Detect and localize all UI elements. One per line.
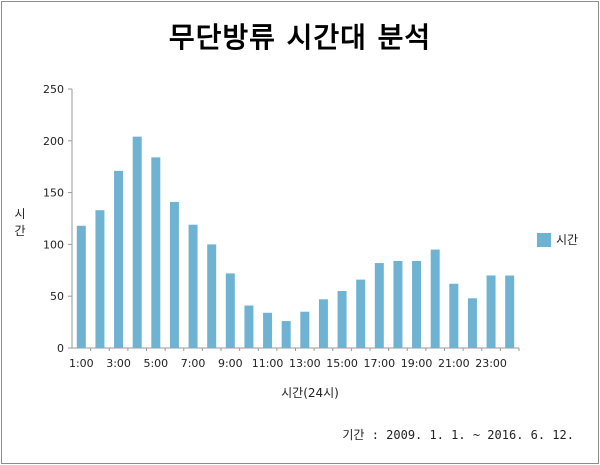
bar-800 (207, 244, 217, 348)
bar-1500 (337, 291, 347, 348)
bar-2400 (505, 275, 515, 348)
bar-2100 (449, 283, 459, 348)
bar-2000 (430, 249, 440, 348)
x-tick-label: 15:00 (326, 357, 358, 370)
bar-2300 (486, 275, 496, 348)
bar-1200 (281, 321, 291, 348)
x-tick-label: 5:00 (143, 357, 168, 370)
bar-1800 (393, 260, 403, 348)
y-tick-label: 50 (50, 290, 64, 303)
y-tick-label: 100 (43, 238, 64, 251)
x-tick-label: 17:00 (363, 357, 395, 370)
x-tick-label: 19:00 (401, 357, 433, 370)
bar-1700 (374, 263, 384, 348)
bar-1400 (318, 299, 328, 348)
bar-2200 (467, 298, 477, 348)
period-note: 기간 : 2009. 1. 1. ~ 2016. 6. 12. (342, 428, 574, 442)
x-tick-label: 13:00 (289, 357, 321, 370)
bar-1600 (356, 279, 366, 348)
legend-swatch (537, 232, 551, 247)
bar-1300 (300, 311, 310, 348)
bar-400 (132, 136, 142, 348)
bar-1000 (244, 305, 254, 348)
legend: 시간 (537, 231, 578, 248)
bar-1900 (412, 260, 422, 348)
bar-900 (225, 273, 235, 348)
y-axis-label-char: 간 (14, 224, 26, 238)
chart-title: 무단방류 시간대 분석 (168, 21, 432, 54)
x-tick-label: 3:00 (106, 357, 131, 370)
x-tick-label: 23:00 (475, 357, 507, 370)
y-tick-label: 0 (57, 342, 64, 355)
x-tick-label: 11:00 (252, 357, 284, 370)
bar-200 (95, 210, 105, 348)
bar-600 (169, 201, 179, 348)
y-tick-label: 150 (43, 187, 64, 200)
x-axis-label: 시간(24시) (281, 386, 339, 400)
y-axis-label-char: 시 (14, 207, 26, 221)
bar-500 (151, 157, 161, 348)
x-tick-label: 7:00 (181, 357, 206, 370)
y-tick-label: 250 (43, 83, 64, 96)
bar-100 (76, 225, 86, 348)
bar-1100 (263, 312, 273, 348)
y-tick-label: 200 (43, 135, 64, 148)
x-tick-label: 1:00 (69, 357, 94, 370)
x-tick-label: 21:00 (438, 357, 470, 370)
bar-700 (188, 224, 198, 348)
x-tick-label: 9:00 (218, 357, 243, 370)
legend-label: 시간 (556, 233, 579, 247)
bar-300 (114, 170, 124, 348)
